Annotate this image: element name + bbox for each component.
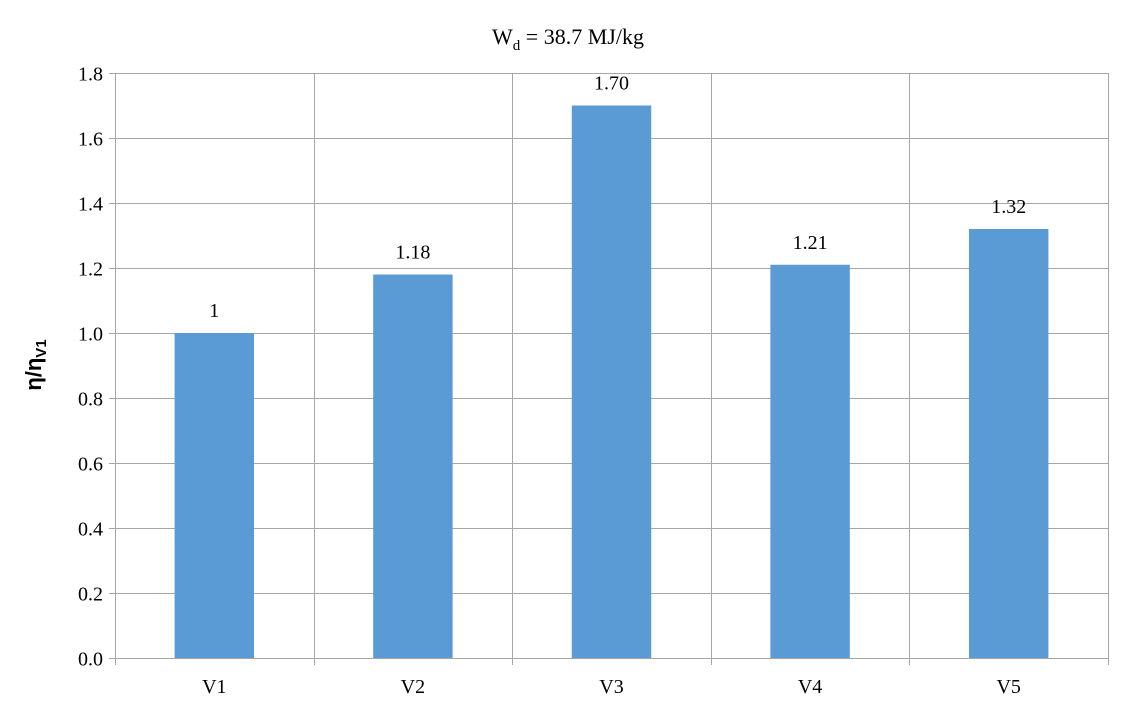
x-tick-label: V2 (401, 676, 425, 698)
chart-title-subscript: d (513, 38, 521, 54)
bar (174, 333, 255, 658)
y-axis-label: η/ηV1 (21, 339, 50, 390)
y-tick-label: 1.4 (78, 194, 103, 216)
data-label: 1.21 (793, 232, 828, 254)
chart-title-main: W (492, 24, 513, 49)
y-tick-label: 0.2 (78, 584, 103, 606)
bar (571, 105, 652, 658)
y-tick-labels: 0.0 0.2 0.4 0.6 0.8 1.0 1.2 1.4 1.6 1.8 (78, 64, 103, 671)
x-tick-label: V3 (599, 676, 623, 698)
bar (968, 229, 1049, 658)
y-axis-label-subscript: V1 (33, 339, 50, 357)
x-tick-label: V5 (996, 676, 1020, 698)
bar (373, 274, 453, 658)
x-tick-label: V4 (798, 676, 822, 698)
y-tick-label: 1.0 (78, 324, 103, 346)
y-tick-label: 1.6 (78, 129, 103, 151)
gridlines (115, 73, 1109, 658)
y-tick-label: 0.8 (78, 389, 103, 411)
data-label: 1.18 (395, 242, 430, 264)
y-tick-label: 0.0 (78, 649, 103, 671)
data-label: 1 (209, 300, 219, 322)
y-tick-label: 1.2 (78, 259, 103, 281)
bars (174, 105, 1049, 658)
axes (109, 73, 1109, 665)
bar (770, 264, 850, 658)
y-tick-label: 0.4 (78, 519, 103, 541)
data-label: 1.32 (991, 196, 1026, 218)
x-tick-label: V1 (202, 676, 226, 698)
data-label: 1.70 (594, 73, 629, 95)
y-axis-label-main: η/η (21, 358, 46, 391)
x-tick-labels: V1 V2 V3 V4 V5 (202, 676, 1021, 698)
y-tick-label: 1.8 (78, 64, 103, 86)
data-labels: 1 1.18 1.70 1.21 1.32 (209, 73, 1026, 323)
y-tick-label: 0.6 (78, 454, 103, 476)
chart-title: Wd = 38.7 MJ/kg (492, 24, 644, 54)
chart-title-rest: = 38.7 MJ/kg (520, 24, 644, 49)
